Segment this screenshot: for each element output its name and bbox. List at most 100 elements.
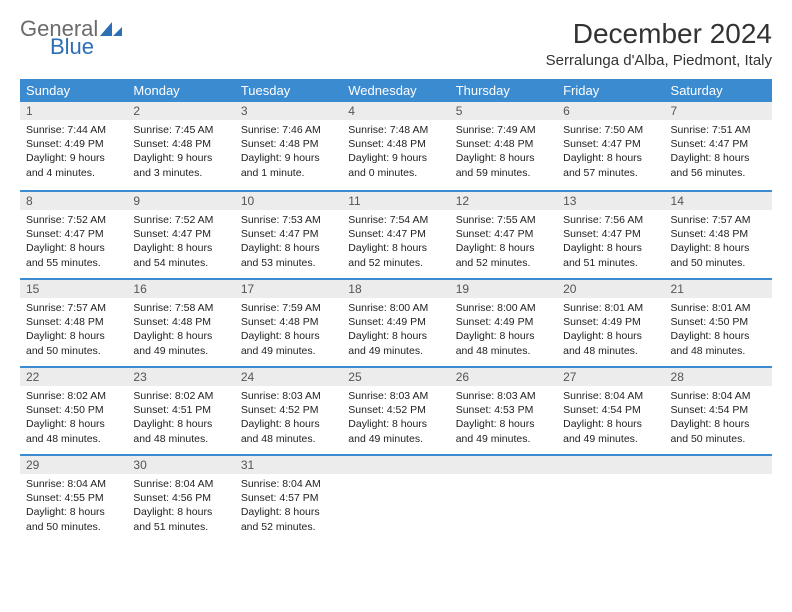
day-number: 25 <box>342 366 449 386</box>
sunset-line: Sunset: 4:50 PM <box>671 315 766 329</box>
calendar-cell: 17Sunrise: 7:59 AMSunset: 4:48 PMDayligh… <box>235 278 342 366</box>
sunset-line: Sunset: 4:54 PM <box>563 403 658 417</box>
sunset-line: Sunset: 4:48 PM <box>671 227 766 241</box>
sunset-line: Sunset: 4:48 PM <box>241 137 336 151</box>
daylight-line: Daylight: 8 hours and 50 minutes. <box>671 241 766 269</box>
sunrise-line: Sunrise: 8:03 AM <box>348 389 443 403</box>
day-details: Sunrise: 7:58 AMSunset: 4:48 PMDaylight:… <box>127 298 234 360</box>
day-number: 26 <box>450 366 557 386</box>
daylight-line: Daylight: 8 hours and 55 minutes. <box>26 241 121 269</box>
daylight-line: Daylight: 9 hours and 1 minute. <box>241 151 336 179</box>
daylight-line: Daylight: 8 hours and 52 minutes. <box>348 241 443 269</box>
day-number: 5 <box>450 102 557 120</box>
day-details: Sunrise: 8:04 AMSunset: 4:56 PMDaylight:… <box>127 474 234 536</box>
day-number: 12 <box>450 190 557 210</box>
sunset-line: Sunset: 4:52 PM <box>241 403 336 417</box>
sunrise-line: Sunrise: 7:58 AM <box>133 301 228 315</box>
day-details: Sunrise: 7:54 AMSunset: 4:47 PMDaylight:… <box>342 210 449 272</box>
day-number: 13 <box>557 190 664 210</box>
daylight-line: Daylight: 8 hours and 49 minutes. <box>348 417 443 445</box>
sunrise-line: Sunrise: 7:49 AM <box>456 123 551 137</box>
header-row: General Blue December 2024 Serralunga d'… <box>20 18 772 75</box>
daylight-line: Daylight: 8 hours and 48 minutes. <box>563 329 658 357</box>
day-number: 24 <box>235 366 342 386</box>
daylight-line: Daylight: 8 hours and 52 minutes. <box>456 241 551 269</box>
sunrise-line: Sunrise: 8:04 AM <box>671 389 766 403</box>
sunset-line: Sunset: 4:48 PM <box>26 315 121 329</box>
calendar-cell: 25 Sunrise: 8:03 AMSunset: 4:52 PMDayligh… <box>342 366 449 454</box>
daylight-line: Daylight: 8 hours and 53 minutes. <box>241 241 336 269</box>
daylight-line: Daylight: 8 hours and 57 minutes. <box>563 151 658 179</box>
sunrise-line: Sunrise: 8:01 AM <box>671 301 766 315</box>
sunrise-line: Sunrise: 7:52 AM <box>26 213 121 227</box>
day-number: 30 <box>127 454 234 474</box>
day-details: Sunrise: 7:57 AMSunset: 4:48 PMDaylight:… <box>665 210 772 272</box>
day-details: Sunrise: 7:46 AMSunset: 4:48 PMDaylight:… <box>235 120 342 182</box>
sunrise-line: Sunrise: 8:04 AM <box>133 477 228 491</box>
day-number: 20 <box>557 278 664 298</box>
sunset-line: Sunset: 4:47 PM <box>133 227 228 241</box>
sunset-line: Sunset: 4:48 PM <box>133 137 228 151</box>
sunset-line: Sunset: 4:49 PM <box>26 137 121 151</box>
day-details: Sunrise: 7:52 AMSunset: 4:47 PMDaylight:… <box>20 210 127 272</box>
daylight-line: Daylight: 8 hours and 48 minutes. <box>456 329 551 357</box>
calendar-table: SundayMondayTuesdayWednesdayThursdayFrid… <box>20 79 772 542</box>
sunrise-line: Sunrise: 7:51 AM <box>671 123 766 137</box>
day-number: 28 <box>665 366 772 386</box>
calendar-cell: 26Sunrise: 8:03 AMSunset: 4:53 PMDayligh… <box>450 366 557 454</box>
daylight-line: Daylight: 8 hours and 49 minutes. <box>563 417 658 445</box>
empty-day-bar <box>342 454 449 474</box>
day-number: 1 <box>20 102 127 120</box>
daylight-line: Daylight: 8 hours and 48 minutes. <box>241 417 336 445</box>
day-number: 21 <box>665 278 772 298</box>
day-details: Sunrise: 7:53 AMSunset: 4:47 PMDaylight:… <box>235 210 342 272</box>
day-details: Sunrise: 7:50 AMSunset: 4:47 PMDaylight:… <box>557 120 664 182</box>
day-details: Sunrise: 8:01 AMSunset: 4:50 PMDaylight:… <box>665 298 772 360</box>
sunrise-line: Sunrise: 7:44 AM <box>26 123 121 137</box>
weekday-header: Tuesday <box>235 79 342 102</box>
empty-day-bar <box>557 454 664 474</box>
sunrise-line: Sunrise: 7:54 AM <box>348 213 443 227</box>
calendar-cell: 9Sunrise: 7:52 AMSunset: 4:47 PMDaylight… <box>127 190 234 278</box>
day-details: Sunrise: 8:03 AMSunset: 4:52 PMDaylight:… <box>235 386 342 448</box>
sunset-line: Sunset: 4:55 PM <box>26 491 121 505</box>
sunrise-line: Sunrise: 8:04 AM <box>563 389 658 403</box>
calendar-cell: 5 Sunrise: 7:49 AMSunset: 4:48 PMDaylight… <box>450 102 557 190</box>
daylight-line: Daylight: 8 hours and 49 minutes. <box>348 329 443 357</box>
calendar-body: 1 Sunrise: 7:44 AMSunset: 4:49 PM Daylight… <box>20 102 772 542</box>
day-details: Sunrise: 8:04 AMSunset: 4:55 PMDaylight:… <box>20 474 127 536</box>
calendar-cell: 4Sunrise: 7:48 AMSunset: 4:48 PMDaylight… <box>342 102 449 190</box>
day-details: Sunrise: 7:56 AMSunset: 4:47 PMDaylight:… <box>557 210 664 272</box>
calendar-cell: 14Sunrise: 7:57 AMSunset: 4:48 PMDayligh… <box>665 190 772 278</box>
calendar-cell: 12Sunrise: 7:55 AMSunset: 4:47 PMDayligh… <box>450 190 557 278</box>
sunrise-line: Sunrise: 7:53 AM <box>241 213 336 227</box>
sunset-line: Sunset: 4:48 PM <box>133 315 228 329</box>
calendar-cell: 19Sunrise: 8:00 AMSunset: 4:49 PMDayligh… <box>450 278 557 366</box>
day-details: Sunrise: 8:04 AMSunset: 4:54 PMDaylight:… <box>665 386 772 448</box>
daylight-line: Daylight: 8 hours and 54 minutes. <box>133 241 228 269</box>
day-details: Sunrise: 7:55 AMSunset: 4:47 PMDaylight:… <box>450 210 557 272</box>
calendar-cell <box>665 454 772 542</box>
sunset-line: Sunset: 4:48 PM <box>241 315 336 329</box>
day-number: 15 <box>20 278 127 298</box>
calendar-header-row: SundayMondayTuesdayWednesdayThursdayFrid… <box>20 79 772 102</box>
daylight-line: Daylight: 8 hours and 59 minutes. <box>456 151 551 179</box>
calendar-cell: 8Sunrise: 7:52 AMSunset: 4:47 PMDaylight… <box>20 190 127 278</box>
day-number: 8 <box>20 190 127 210</box>
sunrise-line: Sunrise: 8:04 AM <box>241 477 336 491</box>
calendar-cell: 24Sunrise: 8:03 AMSunset: 4:52 PMDayligh… <box>235 366 342 454</box>
day-number: 18 <box>342 278 449 298</box>
sunrise-line: Sunrise: 7:46 AM <box>241 123 336 137</box>
calendar-cell <box>450 454 557 542</box>
daylight-line: Daylight: 8 hours and 56 minutes. <box>671 151 766 179</box>
sunset-line: Sunset: 4:48 PM <box>456 137 551 151</box>
day-number: 10 <box>235 190 342 210</box>
sunset-line: Sunset: 4:53 PM <box>456 403 551 417</box>
day-details: Sunrise: 8:04 AMSunset: 4:57 PMDaylight:… <box>235 474 342 536</box>
calendar-cell: 29Sunrise: 8:04 AMSunset: 4:55 PMDayligh… <box>20 454 127 542</box>
daylight-line: Daylight: 9 hours and 3 minutes. <box>133 151 228 179</box>
sunset-line: Sunset: 4:52 PM <box>348 403 443 417</box>
sunset-line: Sunset: 4:47 PM <box>456 227 551 241</box>
daylight-line: Daylight: 8 hours and 51 minutes. <box>133 505 228 533</box>
day-number: 22 <box>20 366 127 386</box>
